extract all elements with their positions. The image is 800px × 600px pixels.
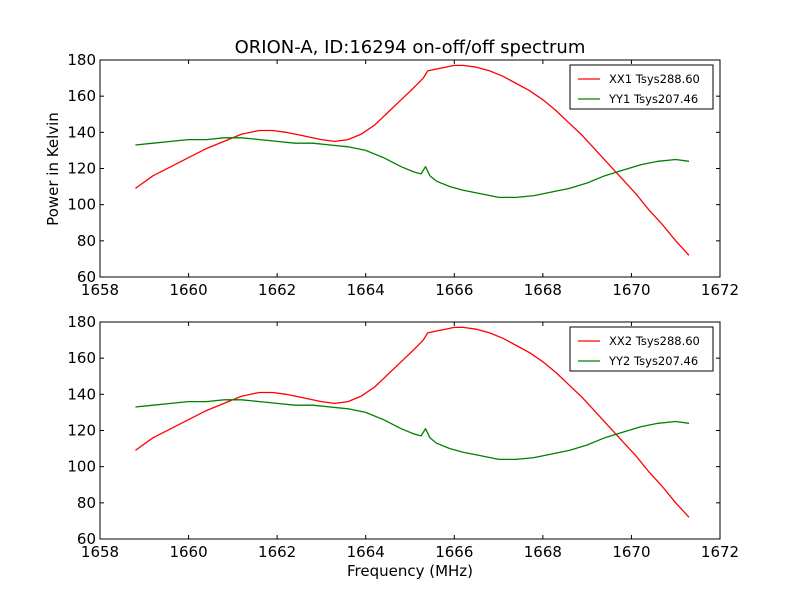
top-x-tick-label: 1666 xyxy=(435,281,473,299)
bottom-series-line-1 xyxy=(135,399,690,461)
top-series-line-0 xyxy=(135,64,690,256)
top-legend-label: YY1 Tsys207.46 xyxy=(608,92,698,106)
top-x-tick-label: 1668 xyxy=(524,281,562,299)
top-x-tick-label: 1658 xyxy=(81,281,119,299)
top-y-tick-label: 100 xyxy=(67,196,96,214)
top-y-tick-label: 80 xyxy=(77,232,96,250)
bottom-y-tick-label: 160 xyxy=(67,349,96,367)
top-x-tick-label: 1672 xyxy=(701,281,739,299)
top-series-line-1 xyxy=(135,137,690,199)
top-y-tick-label: 120 xyxy=(67,160,96,178)
bottom-y-tick-label: 60 xyxy=(77,530,96,548)
bottom-x-tick-label: 1662 xyxy=(258,543,296,561)
bottom-x-tick-label: 1666 xyxy=(435,543,473,561)
top-x-tick-label: 1670 xyxy=(612,281,650,299)
top-y-tick-label: 160 xyxy=(67,87,96,105)
bottom-x-tick-label: 1664 xyxy=(347,543,385,561)
bottom-series-line-0 xyxy=(135,326,690,518)
bottom-y-tick-label: 140 xyxy=(67,385,96,403)
bottom-x-tick-label: 1658 xyxy=(81,543,119,561)
bottom-y-tick-label: 180 xyxy=(67,313,96,331)
top-legend-label: XX1 Tsys288.60 xyxy=(609,72,700,86)
y-axis-label: Power in Kelvin xyxy=(44,112,62,226)
top-x-tick-label: 1660 xyxy=(169,281,207,299)
bottom-legend-label: XX2 Tsys288.60 xyxy=(609,334,700,348)
top-panel: 1658 1660 1662 1664 1666 1668 1670 1672 60 80 100 1… xyxy=(67,51,739,299)
bottom-legend-label: YY2 Tsys207.46 xyxy=(608,354,698,368)
bottom-panel: 1658 1660 1662 1664 1666 1668 1670 1672 60 80 100 1… xyxy=(67,313,739,561)
top-x-tick-label: 1664 xyxy=(347,281,385,299)
x-axis-label: Frequency (MHz) xyxy=(347,562,473,580)
bottom-x-tick-label: 1668 xyxy=(524,543,562,561)
bottom-x-tick-label: 1670 xyxy=(612,543,650,561)
top-x-tick-label: 1662 xyxy=(258,281,296,299)
top-legend: XX1 Tsys288.60 YY1 Tsys207.46 xyxy=(569,64,714,110)
bottom-y-tick-label: 80 xyxy=(77,494,96,512)
top-y-tick-label: 180 xyxy=(67,51,96,69)
bottom-y-tick-label: 100 xyxy=(67,458,96,476)
top-y-tick-label: 140 xyxy=(67,123,96,141)
bottom-legend: XX2 Tsys288.60 YY2 Tsys207.46 xyxy=(569,326,714,372)
bottom-y-tick-label: 120 xyxy=(67,422,96,440)
bottom-x-tick-label: 1672 xyxy=(701,543,739,561)
chart-title: ORION-A, ID:16294 on-off/off spectrum xyxy=(235,37,586,58)
top-y-tick-label: 60 xyxy=(77,268,96,286)
bottom-x-tick-label: 1660 xyxy=(169,543,207,561)
